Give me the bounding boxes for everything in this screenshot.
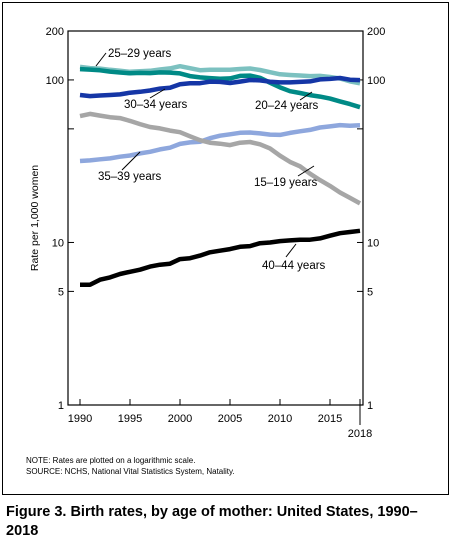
x-tick-label: 2000 (168, 413, 192, 425)
y-tick-label-right: 100 (367, 75, 385, 87)
series-line-30-34 (79, 75, 361, 99)
series-label: 35–39 years (98, 171, 162, 183)
y-tick-label-left: 1 (58, 400, 64, 412)
x-tick-label: 1990 (68, 413, 92, 425)
plot-border (67, 30, 364, 406)
series-line-20-24 (79, 66, 361, 110)
leader-line (297, 165, 315, 177)
y-axis-label: Rate per 1,000 women (29, 165, 41, 271)
chart-source: SOURCE: NCHS, National Vital Statistics … (26, 467, 235, 476)
y-tick-label-left: 10 (52, 237, 64, 249)
chart-axes: 1 1 5 5 10 10 100 100 200 200 1990 1995 2000 2005 2010… (46, 26, 386, 440)
y-tick-label-right: 5 (367, 286, 373, 298)
chart-note: NOTE: Rates are plotted on a logarithmic… (26, 456, 196, 465)
leader-line (299, 91, 313, 101)
series-label: 15–19 years (254, 177, 318, 189)
y-tick-label-right: 200 (367, 26, 385, 38)
leader-line (149, 88, 166, 99)
x-tick-label: 2005 (218, 413, 242, 425)
x-tick-label: 1995 (118, 413, 142, 425)
leader-line (95, 52, 107, 67)
chart-series-labels: 25–29 years 20–24 years 30–34 years 35–39 y… (95, 48, 326, 272)
y-tick-label-right: 10 (367, 237, 379, 249)
y-tick-label-left: 5 (58, 286, 64, 298)
figure-frame (2, 2, 449, 495)
y-tick-label-right: 1 (367, 400, 373, 412)
series-label: 20–24 years (255, 100, 319, 112)
x-tick-label-end: 2018 (348, 428, 372, 440)
series-label: 30–34 years (124, 99, 188, 111)
y-tick-label-left: 200 (46, 26, 64, 38)
series-line-15-19 (79, 111, 362, 206)
x-tick-label: 2010 (268, 413, 292, 425)
leader-line (121, 151, 141, 171)
series-label: 40–44 years (262, 260, 326, 272)
figure-caption: Figure 3. Birth rates, by age of mother:… (6, 504, 418, 539)
chart-series-lines (79, 63, 362, 287)
series-line-40-44 (80, 228, 361, 287)
leader-line (285, 243, 297, 258)
series-label: 25–29 years (108, 48, 172, 60)
y-tick-label-left: 100 (46, 75, 64, 87)
series-line-35-39 (79, 122, 361, 164)
x-tick-label: 2015 (318, 413, 342, 425)
